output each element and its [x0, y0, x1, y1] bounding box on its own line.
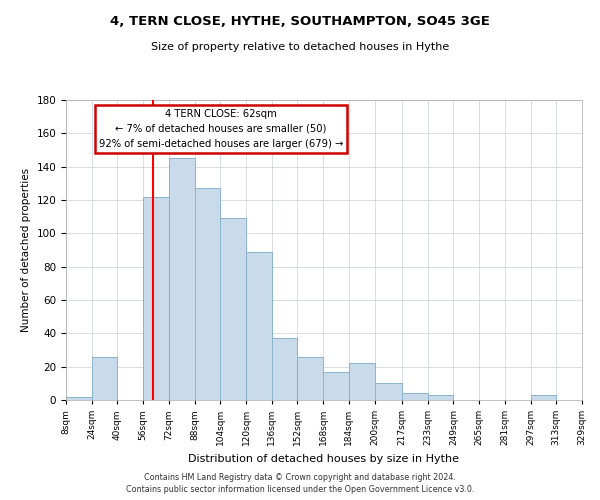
- X-axis label: Distribution of detached houses by size in Hythe: Distribution of detached houses by size …: [188, 454, 460, 464]
- Bar: [92, 356, 118, 400]
- Bar: [143, 196, 169, 400]
- Bar: [374, 384, 402, 400]
- Bar: [272, 338, 298, 400]
- Bar: [428, 395, 454, 400]
- Bar: [194, 188, 220, 400]
- Text: 4, TERN CLOSE, HYTHE, SOUTHAMPTON, SO45 3GE: 4, TERN CLOSE, HYTHE, SOUTHAMPTON, SO45 …: [110, 15, 490, 28]
- Bar: [349, 364, 374, 400]
- Text: Contains public sector information licensed under the Open Government Licence v3: Contains public sector information licen…: [126, 485, 474, 494]
- Text: 4 TERN CLOSE: 62sqm
← 7% of detached houses are smaller (50)
92% of semi-detache: 4 TERN CLOSE: 62sqm ← 7% of detached hou…: [98, 109, 343, 148]
- Bar: [246, 252, 272, 400]
- Bar: [298, 356, 323, 400]
- Bar: [220, 218, 246, 400]
- Text: Size of property relative to detached houses in Hythe: Size of property relative to detached ho…: [151, 42, 449, 52]
- Bar: [169, 158, 194, 400]
- Bar: [402, 394, 428, 400]
- Text: Contains HM Land Registry data © Crown copyright and database right 2024.: Contains HM Land Registry data © Crown c…: [144, 472, 456, 482]
- Bar: [323, 372, 349, 400]
- Y-axis label: Number of detached properties: Number of detached properties: [21, 168, 31, 332]
- Bar: [530, 395, 556, 400]
- Bar: [66, 396, 92, 400]
